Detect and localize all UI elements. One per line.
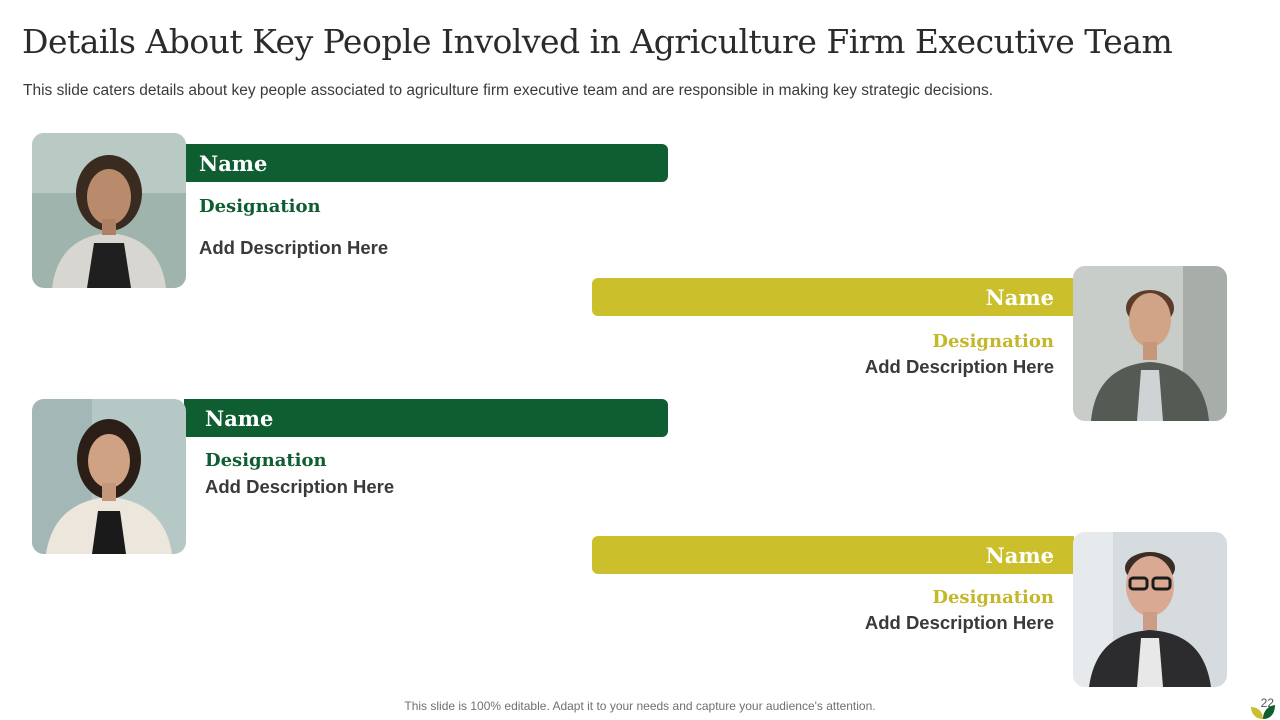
man-portrait-photo-icon <box>1073 266 1227 421</box>
person-3-photo <box>32 399 186 554</box>
slide-subtitle: This slide caters details about key peop… <box>23 82 994 99</box>
person-3-name: Name <box>205 405 274 431</box>
person-1-photo <box>32 133 186 288</box>
man-glasses-portrait-photo-icon <box>1073 532 1227 687</box>
person-4-photo <box>1073 532 1227 687</box>
person-4-name-bar: Name <box>592 536 1074 574</box>
person-1-designation: Designation <box>199 196 321 217</box>
person-2-description: Add Description Here <box>864 356 1054 377</box>
person-3-description: Add Description Here <box>205 476 395 497</box>
person-2-photo <box>1073 266 1227 421</box>
person-2-name-bar: Name <box>592 278 1074 316</box>
person-3-designation: Designation <box>205 450 327 471</box>
person-4-name: Name <box>985 542 1054 568</box>
person-1-name: Name <box>199 150 268 176</box>
person-4-description: Add Description Here <box>864 612 1054 633</box>
person-3-name-bar: Name <box>184 399 668 437</box>
person-1-description: Add Description Here <box>199 237 389 258</box>
woman-portrait-photo-icon <box>32 399 186 554</box>
slide-title: Details About Key People Involved in Agr… <box>22 22 1173 61</box>
slide-footer: This slide is 100% editable. Adapt it to… <box>404 699 876 713</box>
leaf-logo-icon <box>1251 705 1275 719</box>
person-2-designation: Designation <box>932 331 1054 352</box>
woman-portrait-photo-icon <box>32 133 186 288</box>
person-4-designation: Designation <box>932 587 1054 608</box>
person-2-name: Name <box>985 284 1054 310</box>
person-1-name-bar: Name <box>184 144 668 182</box>
